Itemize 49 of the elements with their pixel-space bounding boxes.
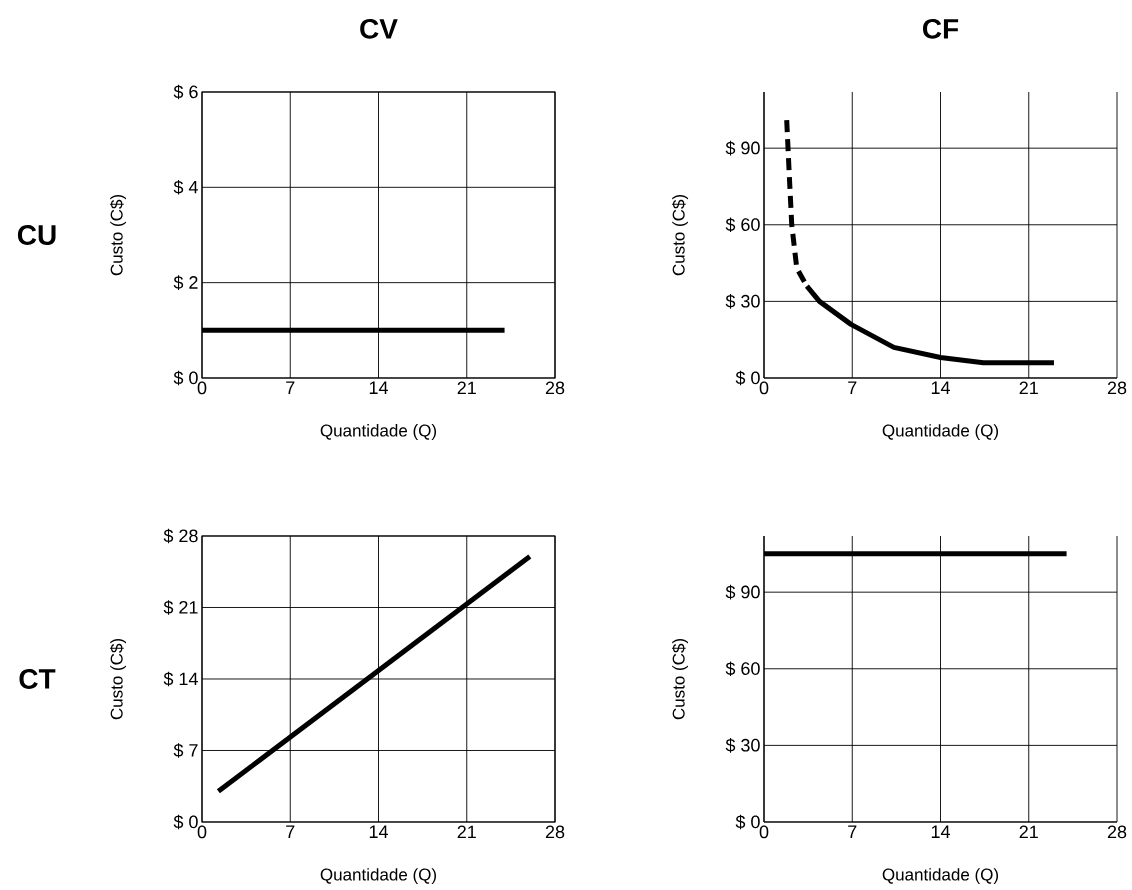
x-tick-label: 14 bbox=[369, 381, 388, 394]
y-tick-label: $ 90 bbox=[725, 140, 760, 156]
y-tick-label: $ 6 bbox=[173, 84, 198, 100]
text: CU bbox=[17, 225, 56, 245]
y-tick-label: $ 2 bbox=[173, 275, 198, 290]
x-tick-label: 7 bbox=[286, 381, 295, 394]
y-axis-title: Custo (C$) bbox=[671, 638, 689, 720]
y-tick-label: $ 60 bbox=[725, 661, 760, 677]
chart-title: CV bbox=[360, 18, 398, 39]
x-tick-label: 28 bbox=[1107, 825, 1127, 839]
x-tick-label: 14 bbox=[931, 381, 950, 394]
y-tick-label: $ 21 bbox=[163, 600, 198, 615]
x-tick-label: 7 bbox=[286, 825, 295, 838]
x-axis-title: Quantidade (Q) bbox=[320, 868, 437, 884]
y-tick-label: $ 30 bbox=[725, 738, 760, 753]
x-tick-label: 28 bbox=[545, 825, 565, 839]
x-tick-label: 0 bbox=[759, 381, 769, 395]
x-tick-label: 21 bbox=[457, 825, 476, 839]
x-tick-label: 0 bbox=[759, 825, 769, 839]
x-axis-title: Quantidade (Q) bbox=[882, 868, 999, 884]
x-tick-label: 0 bbox=[197, 825, 207, 839]
y-tick-label: $ 4 bbox=[173, 180, 198, 195]
x-tick-label: 21 bbox=[457, 381, 476, 395]
y-tick-label: $ 0 bbox=[735, 370, 760, 386]
x-tick-label: 28 bbox=[1107, 381, 1127, 395]
x-tick-label: 7 bbox=[848, 381, 857, 394]
y-tick-label: $ 14 bbox=[163, 671, 198, 687]
y-axis-title: Custo (C$) bbox=[671, 194, 689, 276]
x-tick-label: 14 bbox=[369, 825, 388, 838]
y-tick-label: $ 0 bbox=[173, 814, 198, 830]
y-tick-label: $ 0 bbox=[173, 370, 198, 386]
x-tick-label: 28 bbox=[545, 381, 565, 395]
x-tick-label: 21 bbox=[1019, 381, 1038, 395]
y-tick-label: $ 30 bbox=[725, 294, 760, 309]
x-axis-title: Quantidade (Q) bbox=[320, 424, 437, 440]
y-tick-label: $ 7 bbox=[173, 743, 198, 758]
x-axis-title: Quantidade (Q) bbox=[882, 424, 999, 440]
chart-title: CF bbox=[922, 18, 959, 39]
x-tick-label: 0 bbox=[197, 381, 207, 395]
y-axis-title: Custo (C$) bbox=[109, 638, 127, 720]
y-axis-title: Custo (C$) bbox=[109, 194, 127, 276]
x-tick-label: 21 bbox=[1019, 825, 1038, 839]
text: CT bbox=[19, 669, 56, 689]
y-tick-label: $ 28 bbox=[163, 528, 198, 544]
x-tick-label: 7 bbox=[848, 825, 857, 838]
y-tick-label: $ 60 bbox=[725, 217, 760, 233]
y-tick-label: $ 0 bbox=[735, 814, 760, 830]
y-tick-label: $ 90 bbox=[725, 584, 760, 600]
x-tick-label: 14 bbox=[931, 825, 950, 838]
